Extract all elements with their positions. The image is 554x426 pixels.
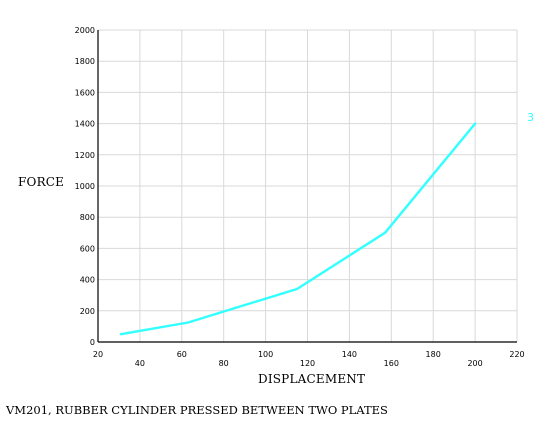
- x-tick-label: 160: [384, 359, 399, 368]
- x-tick-label: 180: [426, 350, 441, 359]
- x-tick-label: 80: [219, 359, 229, 368]
- curve-label: 3: [527, 111, 534, 124]
- y-axis-label: FORCE: [18, 175, 64, 189]
- figure-caption: VM201, RUBBER CYLINDER PRESSED BETWEEN T…: [5, 403, 388, 417]
- series-group: 3: [119, 111, 534, 336]
- data-point: [187, 321, 189, 324]
- y-tick-label: 1600: [75, 88, 95, 97]
- y-tick-label: 0: [90, 338, 95, 347]
- y-tick-label: 200: [80, 307, 95, 316]
- grid-lines: [98, 29, 518, 342]
- x-axis-label: DISPLACEMENT: [258, 372, 365, 386]
- y-tick-label: 2000: [75, 26, 95, 35]
- axes: [97, 30, 517, 343]
- data-point: [120, 333, 122, 336]
- y-tick-label: 600: [80, 244, 95, 253]
- x-tick-label: 60: [177, 350, 187, 359]
- data-point: [384, 232, 386, 234]
- data-point: [296, 288, 298, 290]
- y-tick-label: 1800: [75, 57, 95, 66]
- x-tick-label: 100: [258, 350, 273, 359]
- data-point: [474, 122, 476, 125]
- x-tick-label: 220: [509, 350, 524, 359]
- x-tick-label: 120: [300, 359, 315, 368]
- x-tick-label: 40: [135, 359, 145, 368]
- x-tick-label: 20: [93, 350, 103, 359]
- y-tick-label: 1400: [75, 120, 95, 129]
- x-tick-label: 200: [467, 359, 482, 368]
- y-tick-label: 1000: [75, 182, 95, 191]
- y-tick-label: 1200: [75, 151, 95, 160]
- y-tick-label: 400: [80, 276, 95, 285]
- x-tick-label: 140: [342, 350, 357, 359]
- tick-labels: 0 200 400 600 800 1000 1200 1400 1600 1800 2000 20 6…: [75, 26, 525, 368]
- y-tick-label: 800: [80, 213, 95, 222]
